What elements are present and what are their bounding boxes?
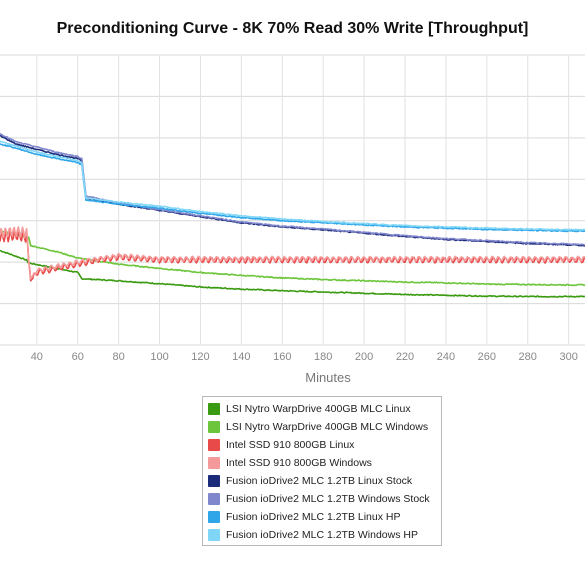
legend-label: Fusion ioDrive2 MLC 1.2TB Windows HP [226,529,418,541]
chart-plot: 40 60 80 100 120 140 160 180 200 220 240 260 280 300 [0,54,585,360]
chart-title: Preconditioning Curve - 8K 70% Read 30% … [56,20,529,37]
legend-label: Fusion ioDrive2 MLC 1.2TB Windows Stock [226,493,430,505]
legend-swatch [208,493,220,505]
legend-label: Fusion ioDrive2 MLC 1.2TB Linux HP [226,511,401,523]
x-tick-label: 80 [113,351,125,360]
x-tick-label: 180 [314,351,332,360]
legend-swatch [208,511,220,523]
legend-item: Fusion ioDrive2 MLC 1.2TB Windows Stock [208,490,441,508]
legend-label: Fusion ioDrive2 MLC 1.2TB Linux Stock [226,475,413,487]
legend-label: LSI Nytro WarpDrive 400GB MLC Linux [226,403,411,415]
x-tick-label: 140 [232,351,250,360]
legend-item: Fusion ioDrive2 MLC 1.2TB Windows HP [208,526,441,544]
series-line-3 [0,230,585,282]
legend: LSI Nytro WarpDrive 400GB MLC Linux LSI N… [202,396,442,546]
series-lines [0,132,585,298]
legend-swatch [208,475,220,487]
legend-item: Fusion ioDrive2 MLC 1.2TB Linux Stock [208,472,441,490]
legend-label: Intel SSD 910 800GB Linux [226,439,355,451]
x-tick-label: 200 [355,351,373,360]
legend-item: Intel SSD 910 800GB Windows [208,454,441,472]
x-tick-label: 100 [150,351,168,360]
x-tick-label: 240 [437,351,455,360]
x-tick-label: 60 [72,351,84,360]
legend-item: Fusion ioDrive2 MLC 1.2TB Linux HP [208,508,441,526]
x-tick-label: 300 [559,351,577,360]
x-tick-label: 220 [396,351,414,360]
x-tick-label: 40 [31,351,43,360]
legend-item: LSI Nytro WarpDrive 400GB MLC Linux [208,400,441,418]
legend-label: LSI Nytro WarpDrive 400GB MLC Windows [226,421,429,433]
legend-swatch [208,457,220,469]
series-line-8 [0,140,585,232]
legend-swatch [208,439,220,451]
series-line-4 [0,226,585,280]
x-tick-label: 280 [519,351,537,360]
legend-label: Intel SSD 910 800GB Windows [226,457,372,469]
x-axis-label: Minutes [305,370,351,385]
series-line-7 [0,143,585,233]
legend-swatch [208,529,220,541]
x-tick-label: 160 [273,351,291,360]
series-line-1 [0,249,585,298]
x-tick-labels: 40 60 80 100 120 140 160 180 200 220 240 260 280 300 [31,351,578,360]
series-line-6 [0,132,585,246]
x-tick-label: 120 [191,351,209,360]
legend-item: Intel SSD 910 800GB Linux [208,436,441,454]
legend-item: LSI Nytro WarpDrive 400GB MLC Windows [208,418,441,436]
x-tick-label: 260 [478,351,496,360]
legend-swatch [208,403,220,415]
legend-swatch [208,421,220,433]
